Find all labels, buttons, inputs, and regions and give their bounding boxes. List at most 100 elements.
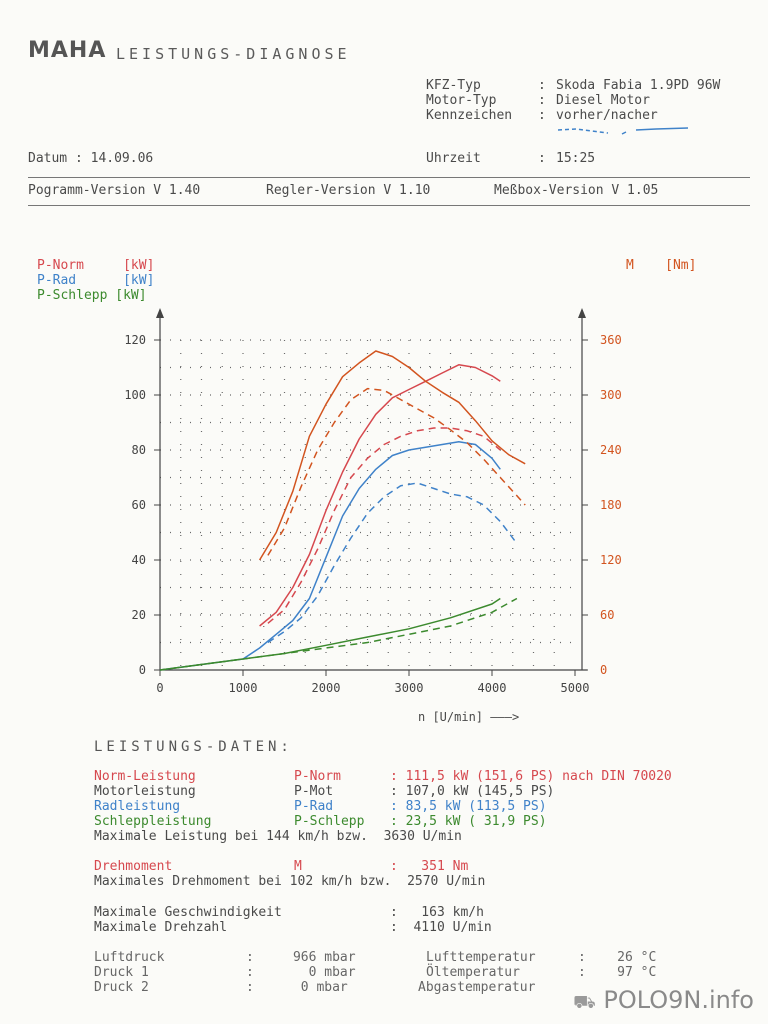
norm-label: Norm-Leistung [94, 769, 196, 784]
watermark-text: POLO9N.info [603, 986, 754, 1014]
motor-value: Diesel Motor [556, 93, 650, 108]
chart-series [159, 350, 526, 671]
legend-torque: M [Nm] [626, 258, 696, 273]
max-drehzahl-label: Maximale Drehzahl [94, 920, 228, 935]
datum-row: Datum : 14.09.06 [28, 151, 153, 166]
kfz-value: Skoda Fabia 1.9PD 96W [556, 78, 721, 93]
norm-value: : 111,5 kW (151,6 PS) nach DIN 70020 [390, 769, 672, 784]
abgastemp-label: Abgastemperatur [418, 980, 536, 995]
kennzeichen-value: vorher/nacher [556, 108, 658, 123]
kennzeichen-label: Kennzeichen [426, 108, 513, 123]
series-p-norm-solid [259, 364, 501, 627]
dashed-line-sample [557, 128, 609, 134]
colon: : [74, 151, 83, 166]
series-p-norm-dashed [267, 427, 501, 624]
oeltemp-value: : 97 °C [578, 965, 657, 980]
motor-sym: P-Mot [294, 784, 334, 799]
schlepp-label: Schleppleistung [94, 814, 212, 829]
y-right-tick-label: 60 [600, 608, 614, 622]
x-axis-arrow: ———> [490, 710, 520, 724]
datum-value: 14.09.06 [90, 151, 154, 166]
report-title: LEISTUNGS-DIAGNOSE [116, 45, 351, 63]
x-tick-label: 4000 [478, 681, 507, 695]
colon: : [538, 108, 546, 123]
y-right-tick-label: 360 [600, 333, 622, 347]
dyno-chart: 0 1000 2000 3000 4000 5000 0 20 40 60 80 100 120 0 60 1… [124, 308, 622, 695]
lufttemp-label: Lufttemperatur [426, 950, 536, 965]
y-left-tick-label: 40 [132, 553, 146, 567]
drehmoment-value: : 351 Nm [390, 859, 469, 874]
max-drehzahl-value: : 4110 U/min [390, 920, 492, 935]
druck1-value: : 0 mbar [246, 965, 356, 980]
luftdruck-value: : 966 mbar [246, 950, 356, 965]
colon: : [538, 78, 546, 93]
series-p-rad-solid [159, 441, 501, 671]
x-axis-label: n [U/min] ———> [418, 710, 519, 724]
y-left-tick-label: 120 [124, 333, 146, 347]
regler-version: Regler-Version V 1.10 [266, 183, 431, 198]
legend-p-rad: P-Rad [kW] [37, 273, 154, 288]
series-p-rad-dashed [267, 482, 518, 644]
max-leistung: Maximale Leistung bei 144 km/h bzw. 3630… [94, 829, 462, 844]
y-axis-left-arrow [156, 308, 164, 318]
rad-label: Radleistung [94, 799, 181, 814]
lufttemp-value: : 26 °C [578, 950, 657, 965]
druck1-label: Druck 1 [94, 965, 149, 980]
legend-torque-name: M [626, 258, 634, 273]
max-geschw-label: Maximale Geschwindigkeit [94, 905, 282, 920]
legend-p-schlepp-unit: [kW] [115, 288, 147, 303]
motor-label: Motorleistung [94, 784, 196, 799]
daten-heading: LEISTUNGS-DATEN: [94, 739, 293, 755]
y-left-tick-label: 60 [132, 498, 146, 512]
car-icon: ⛟ [573, 992, 596, 1013]
druck2-value: : 0 mbar [246, 980, 348, 995]
y-axis-right-arrow [578, 308, 586, 318]
y-right-tick-label: 180 [600, 498, 622, 512]
druck2-label: Druck 2 [94, 980, 149, 995]
legend-p-norm-name: P-Norm [37, 258, 84, 273]
series-p-schlepp-solid [159, 597, 501, 671]
colon: : [538, 93, 546, 108]
y-right-tick-label: 240 [600, 443, 622, 457]
max-geschw-value: : 163 km/h [390, 905, 484, 920]
y-right-tick-label: 300 [600, 388, 622, 402]
motor-label: Motor-Typ [426, 93, 497, 108]
uhrzeit-value: 15:25 [556, 151, 596, 166]
solid-line-sample [621, 127, 689, 135]
drehmoment-label: Drehmoment [94, 859, 173, 874]
x-tick-label: 2000 [312, 681, 341, 695]
legend-p-norm-unit: [kW] [123, 258, 155, 273]
kfz-label: KFZ-Typ [426, 78, 481, 93]
max-drehmoment: Maximales Drehmoment bei 102 km/h bzw. 2… [94, 874, 486, 889]
chart-axes [156, 308, 587, 671]
motor-row: Motor-Typ: Diesel Motor [426, 93, 650, 108]
watermark: ⛟ POLO9N.info [573, 986, 754, 1016]
legend-p-schlepp: P-Schlepp [kW] [37, 288, 147, 303]
y-left-tick-label: 20 [132, 608, 146, 622]
kfz-row: KFZ-Typ: Skoda Fabia 1.9PD 96W [426, 78, 720, 93]
datum-label: Datum [28, 151, 68, 166]
schlepp-sym: P-Schlepp [294, 814, 365, 829]
rad-value: : 83,5 kW (113,5 PS) [390, 799, 547, 814]
y-right-tick-label: 120 [600, 553, 622, 567]
messbox-version: Meßbox-Version V 1.05 [494, 183, 659, 198]
colon: : [538, 151, 546, 166]
legend-p-schlepp-name: P-Schlepp [37, 288, 108, 303]
luftdruck-label: Luftdruck [94, 950, 165, 965]
x-tick-label: 3000 [395, 681, 424, 695]
legend-p-norm: P-Norm [kW] [37, 258, 154, 273]
line-style-legend [557, 127, 689, 135]
x-tick-label: 0 [156, 681, 163, 695]
series-m-solid [258, 350, 526, 561]
kennzeichen-row: Kennzeichen: vorher/nacher [426, 108, 658, 123]
y-left-tick-label: 100 [124, 388, 146, 402]
divider-bottom [28, 205, 750, 206]
legend-p-rad-unit: [kW] [123, 273, 155, 288]
x-tick-label: 5000 [561, 681, 590, 695]
uhrzeit-label: Uhrzeit [426, 151, 481, 166]
y-right-tick-label: 0 [600, 663, 607, 677]
legend-torque-unit: [Nm] [665, 258, 697, 273]
programm-version: Pogramm-Version V 1.40 [28, 183, 201, 198]
chart-grid [160, 339, 575, 670]
norm-sym: P-Norm [294, 769, 341, 784]
